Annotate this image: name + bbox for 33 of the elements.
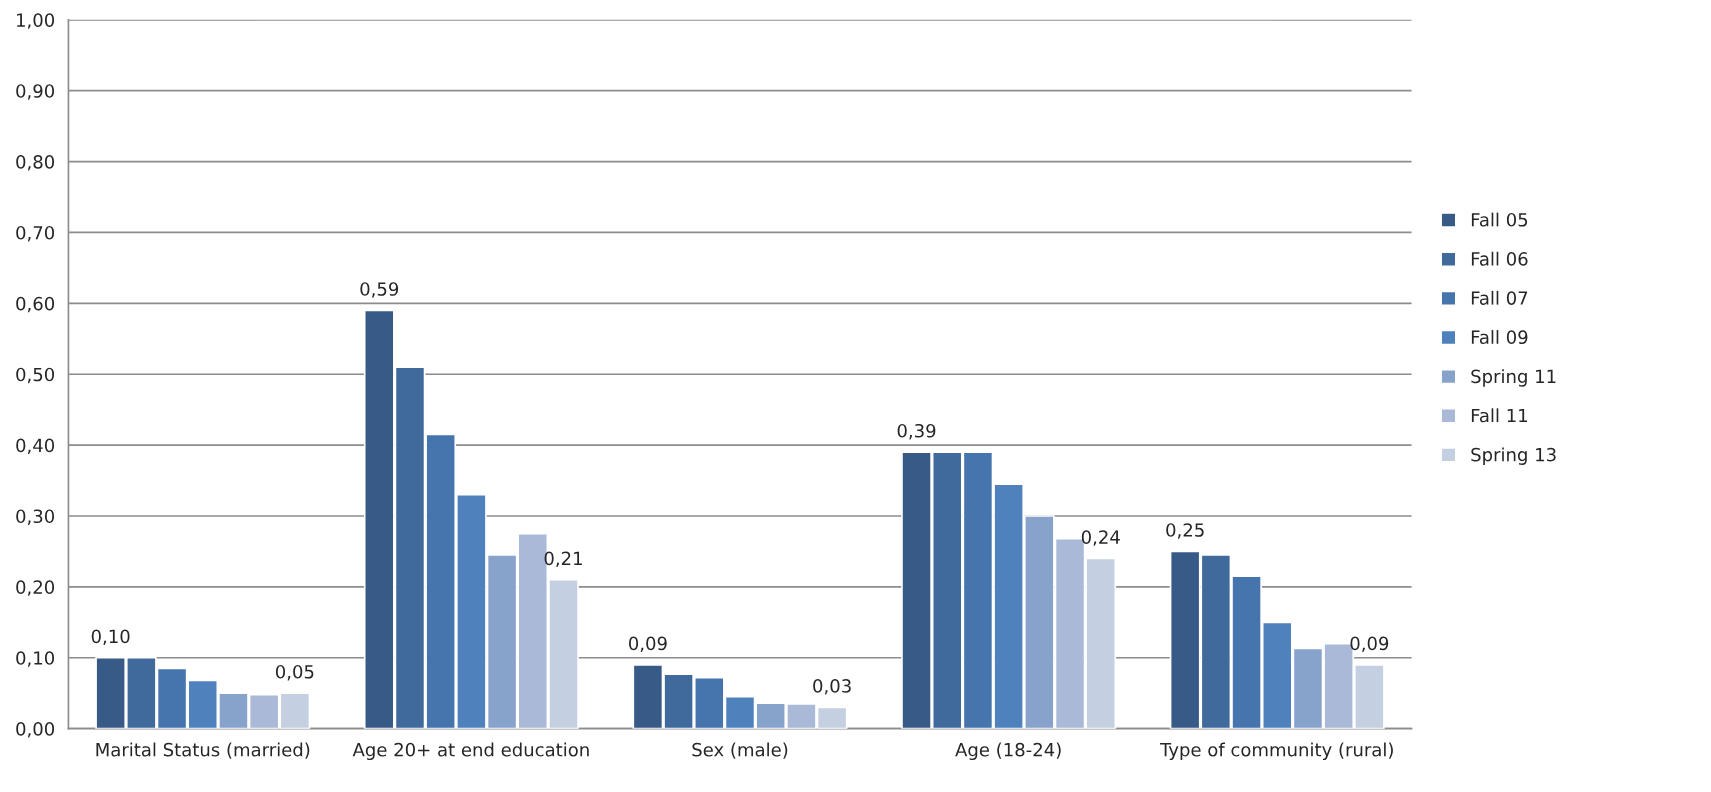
x-tick-label: Sex (male) bbox=[692, 742, 788, 759]
y-tick-label: 0,10 bbox=[16, 651, 55, 667]
y-tick-label: 0,30 bbox=[16, 509, 55, 525]
legend-label: Spring 11 bbox=[1471, 369, 1556, 387]
y-tick-label: 0,20 bbox=[16, 580, 55, 596]
y-tick-label: 0,00 bbox=[16, 722, 55, 738]
x-tick-label: Type of community (rural) bbox=[1160, 742, 1393, 760]
y-tick-label: 0,90 bbox=[16, 84, 55, 100]
legend-label: Fall 05 bbox=[1471, 212, 1528, 227]
data-label: 0,59 bbox=[360, 282, 399, 298]
data-label: 0,25 bbox=[1166, 523, 1204, 539]
legend-label: Spring 13 bbox=[1471, 447, 1556, 465]
x-tick-label: Marital Status (married) bbox=[96, 742, 310, 759]
data-label: 0,21 bbox=[544, 551, 582, 568]
legend-label: Fall 09 bbox=[1471, 330, 1528, 345]
y-tick-label: 0,80 bbox=[16, 155, 55, 171]
data-label: 0,24 bbox=[1081, 530, 1120, 546]
legend-label: Fall 07 bbox=[1471, 290, 1528, 305]
data-label: 0,39 bbox=[897, 423, 936, 440]
legend-label: Fall 11 bbox=[1471, 408, 1528, 423]
y-tick-label: 0,70 bbox=[16, 225, 55, 242]
data-label: 0,09 bbox=[629, 636, 667, 653]
x-tick-label: Age (18-24) bbox=[955, 742, 1061, 760]
y-tick-label: 0,60 bbox=[16, 296, 55, 313]
data-label: 0,05 bbox=[275, 664, 314, 681]
data-label: 0,09 bbox=[1350, 636, 1389, 653]
data-label: 0,03 bbox=[813, 679, 851, 695]
y-tick-label: 0,40 bbox=[16, 438, 55, 455]
data-label: 0,10 bbox=[91, 629, 130, 645]
x-tick-label: Age 20+ at end education bbox=[352, 742, 589, 760]
y-tick-label: 1,00 bbox=[17, 13, 55, 29]
legend-label: Fall 06 bbox=[1471, 251, 1528, 266]
y-tick-label: 0,50 bbox=[16, 367, 55, 384]
